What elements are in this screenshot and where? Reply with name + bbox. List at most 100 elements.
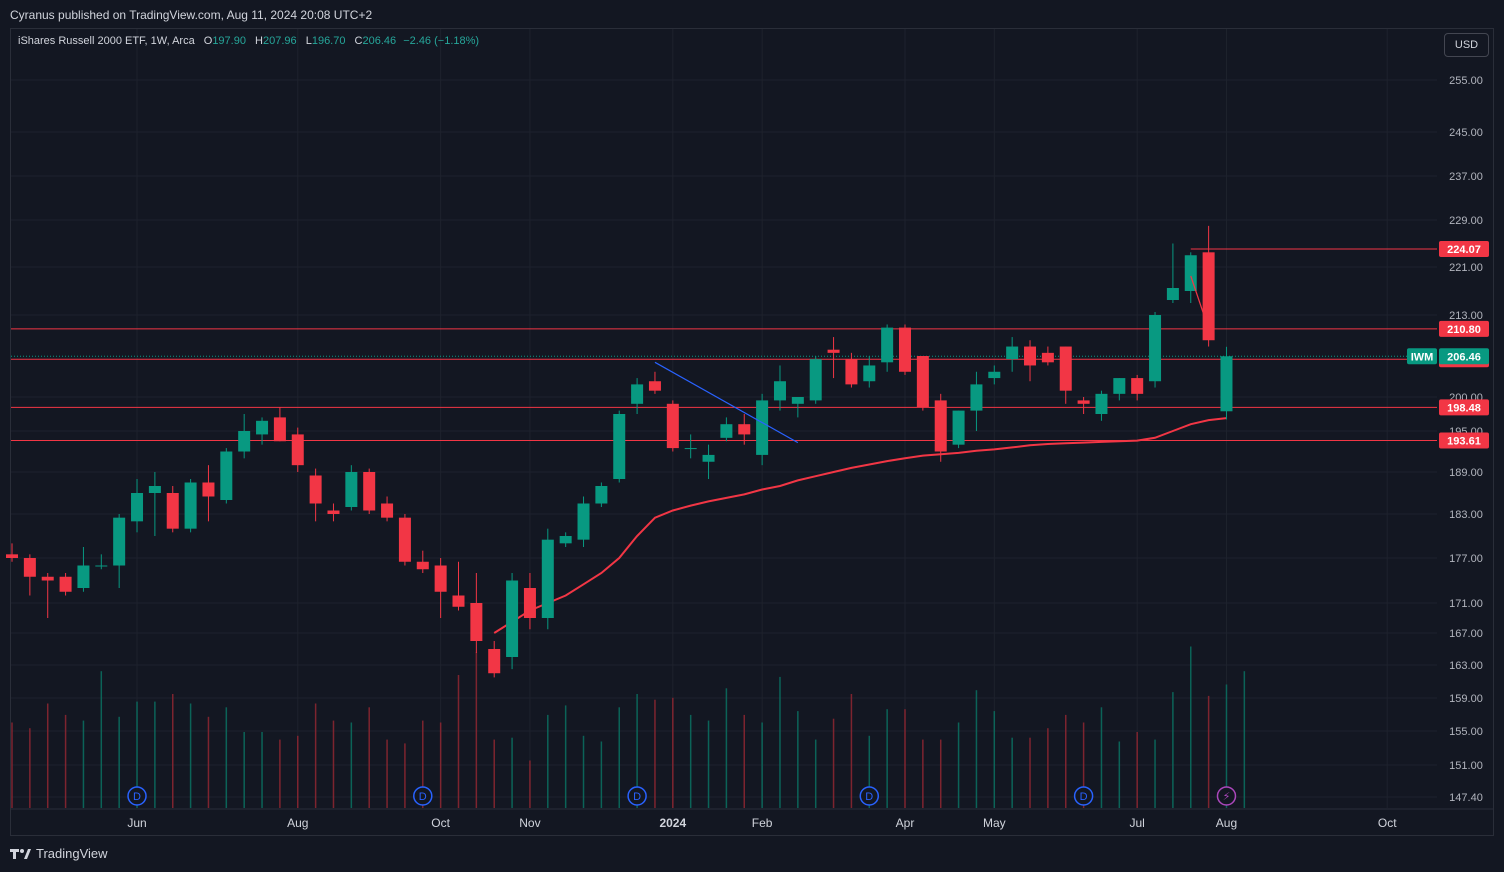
volume-bar [993, 711, 996, 808]
candle [113, 514, 126, 588]
volume-bar [1154, 739, 1156, 808]
candle [23, 554, 36, 596]
candle [899, 324, 911, 375]
candle-body [577, 503, 590, 540]
level-badge-bg [1439, 432, 1489, 449]
candle [291, 427, 304, 472]
candle [934, 393, 947, 462]
candle-body [291, 434, 304, 466]
earnings-marker: ⚡ [1216, 786, 1237, 806]
candle-body [541, 539, 554, 618]
candle-body [184, 482, 197, 529]
volume-bar [1047, 728, 1049, 808]
candle [559, 532, 572, 547]
candle-body [506, 580, 519, 657]
volume-bar [939, 739, 942, 808]
volume-bar [743, 714, 746, 808]
tradingview-footer[interactable]: TradingView [10, 846, 108, 861]
volume-bar [582, 735, 585, 808]
candle-body [809, 359, 822, 401]
candle [1149, 312, 1162, 388]
candle-body [1006, 346, 1019, 360]
candle [577, 496, 590, 547]
candle [416, 550, 429, 573]
last-price-bg [1439, 348, 1489, 365]
candle [452, 561, 465, 611]
volume-bar [689, 714, 692, 808]
low-label: L [305, 35, 312, 47]
volume-bar [922, 739, 924, 808]
volume-bar [422, 720, 424, 808]
candle [631, 378, 644, 414]
volume-bar [1118, 741, 1121, 808]
volume-bar [654, 699, 656, 808]
price-tick: 189.00 [1449, 467, 1483, 479]
time-tick: Aug [1216, 816, 1237, 830]
candle-body [613, 414, 626, 479]
candle-body [6, 554, 18, 558]
volume-bar [797, 711, 799, 808]
candle-body [684, 448, 697, 450]
volume-bar [1243, 671, 1246, 808]
candle-body [827, 349, 840, 353]
candle-body [309, 475, 322, 504]
candle [470, 573, 483, 653]
volume-bar [297, 735, 299, 808]
time-tick: Feb [752, 816, 773, 830]
price-tick: 183.00 [1449, 509, 1483, 521]
price-tick: 213.00 [1449, 310, 1483, 322]
candle [202, 465, 215, 522]
volume-bar [475, 652, 478, 808]
price-tick: 171.00 [1449, 598, 1483, 610]
volume-bar [11, 722, 13, 808]
volume-bar [618, 707, 620, 808]
volume-bar [1064, 714, 1067, 808]
candle-body [148, 486, 161, 493]
volume-bar [332, 720, 335, 808]
candle-body [863, 365, 876, 382]
dividend-label: D [633, 791, 641, 803]
candle-body [720, 424, 733, 438]
horizontal-levels [11, 248, 1437, 441]
candle-body [488, 649, 501, 674]
candle-body [970, 384, 983, 411]
symbol-name: iShares Russell 2000 ETF, 1W, Arca [18, 35, 195, 47]
candle [648, 371, 661, 394]
candle [59, 573, 72, 596]
high-value: 207.96 [262, 35, 297, 47]
close-label: C [354, 35, 363, 47]
candle [863, 356, 876, 388]
candle-body [23, 558, 36, 577]
change-value: −2.46 (−1.18%) [403, 35, 480, 47]
currency-button[interactable]: USD [1444, 33, 1489, 57]
volume-bar [457, 675, 460, 808]
moving-average-line [493, 417, 1227, 634]
open-value: 197.90 [212, 35, 246, 47]
price-axis: 255.00245.00237.00229.00221.00213.00200.… [1449, 75, 1483, 804]
candle-body [952, 410, 965, 445]
time-tick: Oct [1378, 816, 1397, 830]
candle-body [238, 431, 251, 452]
candle [613, 410, 626, 483]
volume-bar [707, 720, 710, 808]
candle-body [738, 424, 751, 435]
candle [1077, 397, 1090, 414]
level-badge: 224.07 [1439, 240, 1489, 257]
candle [988, 365, 1001, 385]
candle-body [327, 510, 340, 514]
candle-body [434, 565, 447, 592]
volume-bar [904, 709, 906, 808]
candle [506, 573, 519, 670]
candle-body [59, 576, 72, 592]
symbol-badge-bg [1407, 348, 1437, 365]
candle-body [702, 454, 715, 462]
level-badge-bg [1439, 320, 1489, 337]
volume-bar [261, 732, 263, 808]
volume-bar [600, 741, 603, 808]
time-tick: Jul [1130, 816, 1145, 830]
candle-body [256, 420, 269, 435]
volume-bar [529, 760, 531, 808]
candle-body [398, 517, 411, 562]
level-badge: 193.61 [1439, 432, 1489, 449]
